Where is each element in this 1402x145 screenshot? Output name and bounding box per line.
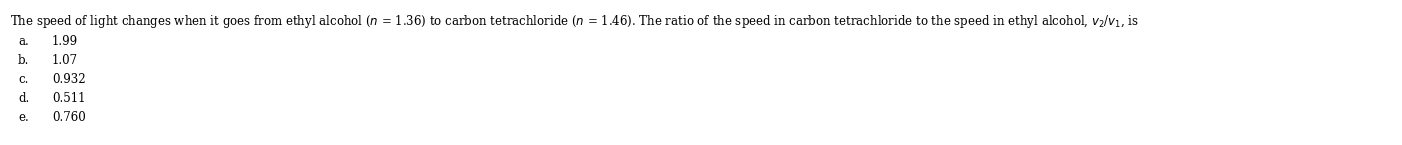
Text: c.: c. [18,73,28,86]
Text: a.: a. [18,35,29,48]
Text: 0.511: 0.511 [52,92,86,105]
Text: 1.07: 1.07 [52,54,79,67]
Text: b.: b. [18,54,29,67]
Text: e.: e. [18,111,29,124]
Text: 0.760: 0.760 [52,111,86,124]
Text: 0.932: 0.932 [52,73,86,86]
Text: The speed of light changes when it goes from ethyl alcohol ($n$ = 1.36) to carbo: The speed of light changes when it goes … [10,13,1138,30]
Text: 1.99: 1.99 [52,35,79,48]
Text: d.: d. [18,92,29,105]
